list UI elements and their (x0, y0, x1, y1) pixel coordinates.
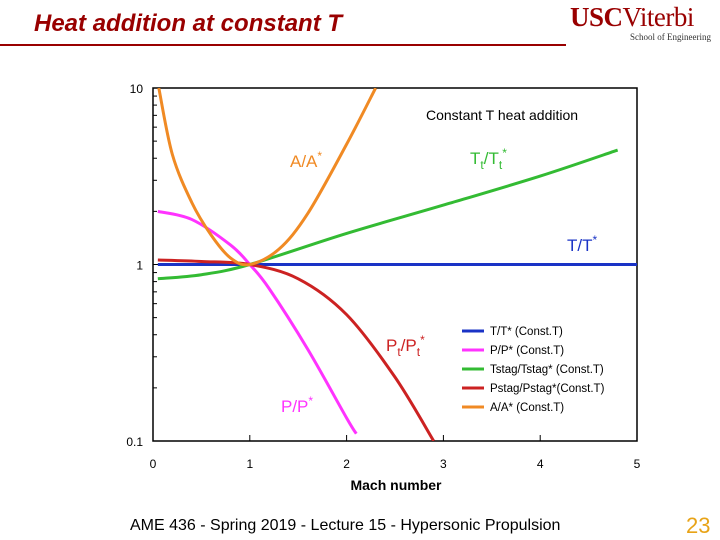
x-tick-label: 0 (150, 457, 157, 471)
chart-title: Constant T heat addition (426, 107, 578, 123)
y-tick-label: 1 (136, 259, 143, 273)
x-tick-label: 4 (537, 457, 544, 471)
page-number: 23 (686, 513, 711, 538)
usc-viterbi-logo: USCViterbi School of Engineering (570, 2, 715, 46)
logo-subtitle: School of Engineering (630, 32, 711, 42)
x-tick-label: 2 (343, 457, 350, 471)
x-tick-label: 1 (246, 457, 253, 471)
legend-label: A/A* (Const.T) (490, 402, 564, 414)
legend-label: Tstag/Tstag* (Const.T) (490, 364, 604, 376)
legend-label: Pstag/Pstag*(Const.T) (490, 383, 605, 395)
logo-usc-text: USC (570, 2, 623, 32)
y-tick-label: 0.1 (126, 435, 143, 449)
curve-annotation: Pt/Pt* (386, 333, 425, 359)
curve-annotation: P/P* (281, 394, 313, 416)
x-axis-label: Mach number (350, 477, 442, 493)
series-line-1 (157, 209, 358, 435)
slide-title: Heat addition at constant T (34, 10, 343, 37)
slide-footer: AME 436 - Spring 2019 - Lecture 15 - Hyp… (130, 517, 561, 534)
x-tick-label: 5 (634, 457, 641, 471)
curve-annotation: A/A* (290, 149, 322, 171)
series-line-2 (157, 148, 619, 281)
y-tick-label: 10 (130, 82, 144, 96)
series-line-3 (157, 258, 436, 441)
legend-label: P/P* (Const.T) (490, 345, 564, 357)
x-tick-label: 3 (440, 457, 447, 471)
curve-annotation: T/T* (567, 233, 598, 255)
title-rule (0, 44, 566, 46)
logo-viterbi-text: Viterbi (622, 2, 695, 32)
legend-label: T/T* (Const.T) (490, 326, 563, 338)
curve-annotation: Tt/Tt* (470, 146, 507, 172)
series-line-4 (157, 88, 377, 267)
